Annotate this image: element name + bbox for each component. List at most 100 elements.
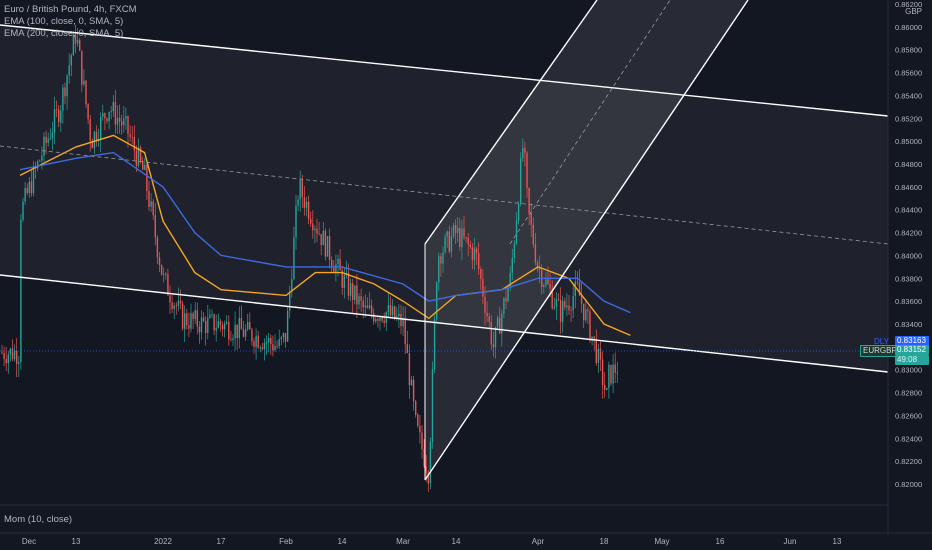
candle-body: [347, 272, 350, 296]
price-tick-label: 0.84400: [895, 206, 922, 215]
candle-body: [209, 314, 211, 318]
candle-body: [358, 296, 360, 305]
legend-ema200[interactable]: EMA (200, close, 0, SMA, 5): [4, 28, 124, 39]
candle-body: [400, 313, 402, 327]
candle-body: [291, 279, 293, 292]
price-tick-label: 0.84000: [895, 251, 922, 260]
candle-body: [459, 227, 461, 248]
candle-body: [55, 109, 58, 111]
candle-body: [585, 309, 587, 321]
candle-body: [463, 228, 465, 238]
candle-body: [158, 257, 161, 265]
candle-body: [5, 359, 7, 364]
candle-body: [211, 314, 213, 316]
time-tick-label: Mar: [396, 537, 410, 546]
candle-body: [297, 199, 299, 206]
candle-body: [373, 313, 375, 322]
candle-body: [244, 329, 247, 337]
candle-body: [576, 281, 579, 283]
candle-body: [37, 161, 39, 169]
legend-symbol[interactable]: Euro / British Pound, 4h, FXCM: [4, 4, 137, 15]
candle-body: [205, 321, 207, 334]
time-tick-label: 2022: [154, 537, 172, 546]
legend-ema100[interactable]: EMA (100, close, 0, SMA, 5): [4, 16, 124, 27]
candle-body: [597, 348, 600, 364]
candle-body: [551, 288, 553, 309]
candle-body: [408, 353, 411, 386]
candle-body: [528, 188, 530, 214]
candle-body: [427, 472, 429, 484]
candle-body: [249, 322, 251, 330]
candle-body: [53, 109, 56, 133]
price-tick-label: 0.85800: [895, 46, 922, 55]
candle-body: [440, 256, 442, 264]
candle-body: [572, 295, 574, 311]
candle-body: [148, 191, 150, 207]
candle-body: [20, 219, 22, 363]
candle-body: [93, 131, 96, 149]
time-axis[interactable]: Dec 13 2022 17 Feb 14 Mar 14 Apr 18 May 16 Jun 13: [22, 537, 842, 546]
candle-body: [303, 197, 306, 208]
candle-body: [444, 236, 446, 253]
price-tick-label: 0.84600: [895, 183, 922, 192]
candle-body: [192, 313, 194, 320]
candle-body: [415, 401, 417, 415]
candle-body: [173, 305, 175, 310]
price-tick-label: 0.82400: [895, 434, 922, 443]
candle-body: [181, 303, 184, 329]
candle-body: [114, 102, 117, 125]
candle-body: [486, 312, 488, 317]
ema-layer: [19, 134, 631, 337]
candle-body: [232, 338, 234, 340]
momentum-indicator-label[interactable]: Mom (10, close): [4, 514, 73, 525]
candle-body: [324, 230, 327, 257]
candle-body: [509, 272, 511, 289]
candle-body: [326, 236, 329, 257]
candle-body: [58, 109, 60, 123]
candle-body: [612, 364, 614, 384]
candle-body: [299, 180, 301, 200]
candle-body: [490, 321, 492, 345]
candle-body: [559, 299, 562, 322]
candle-body: [293, 237, 295, 280]
price-tick-label: 0.82200: [895, 457, 922, 466]
candle-body: [62, 87, 64, 111]
candle-body: [616, 372, 618, 374]
candle-body: [133, 137, 135, 151]
candle-body: [316, 228, 318, 234]
candle-body: [536, 262, 539, 268]
candle-body: [188, 325, 190, 329]
candle-body: [379, 316, 381, 321]
candle-body: [473, 248, 476, 261]
candle-body: [307, 201, 310, 219]
candle-body: [448, 231, 450, 252]
price-tick-label: 0.85200: [895, 114, 922, 123]
candle-body: [104, 113, 106, 119]
candle-body: [310, 218, 312, 224]
candle-body: [87, 104, 89, 120]
candle-body: [274, 346, 276, 351]
time-tick-label: 16: [716, 537, 725, 546]
candle-body: [322, 230, 324, 246]
candle-body: [419, 426, 421, 433]
candle-body: [45, 136, 47, 143]
candle-body: [123, 118, 125, 126]
candle-body: [219, 321, 222, 325]
candle-body: [587, 309, 589, 312]
candle-body: [91, 140, 93, 149]
candle-body: [47, 138, 49, 143]
candle-body: [186, 313, 188, 326]
descending-channel-lower: [0, 274, 889, 373]
candle-body: [578, 282, 581, 296]
candle-body: [606, 388, 608, 390]
candle-body: [51, 132, 54, 139]
candle-body: [364, 305, 366, 308]
candle-body: [83, 80, 85, 85]
candle-body: [520, 158, 522, 205]
candle-body: [532, 224, 534, 245]
candle-body: [433, 319, 436, 370]
candle-body: [562, 300, 564, 322]
candle-body: [207, 317, 209, 334]
candle-body: [478, 253, 480, 270]
candle-body: [255, 335, 257, 347]
